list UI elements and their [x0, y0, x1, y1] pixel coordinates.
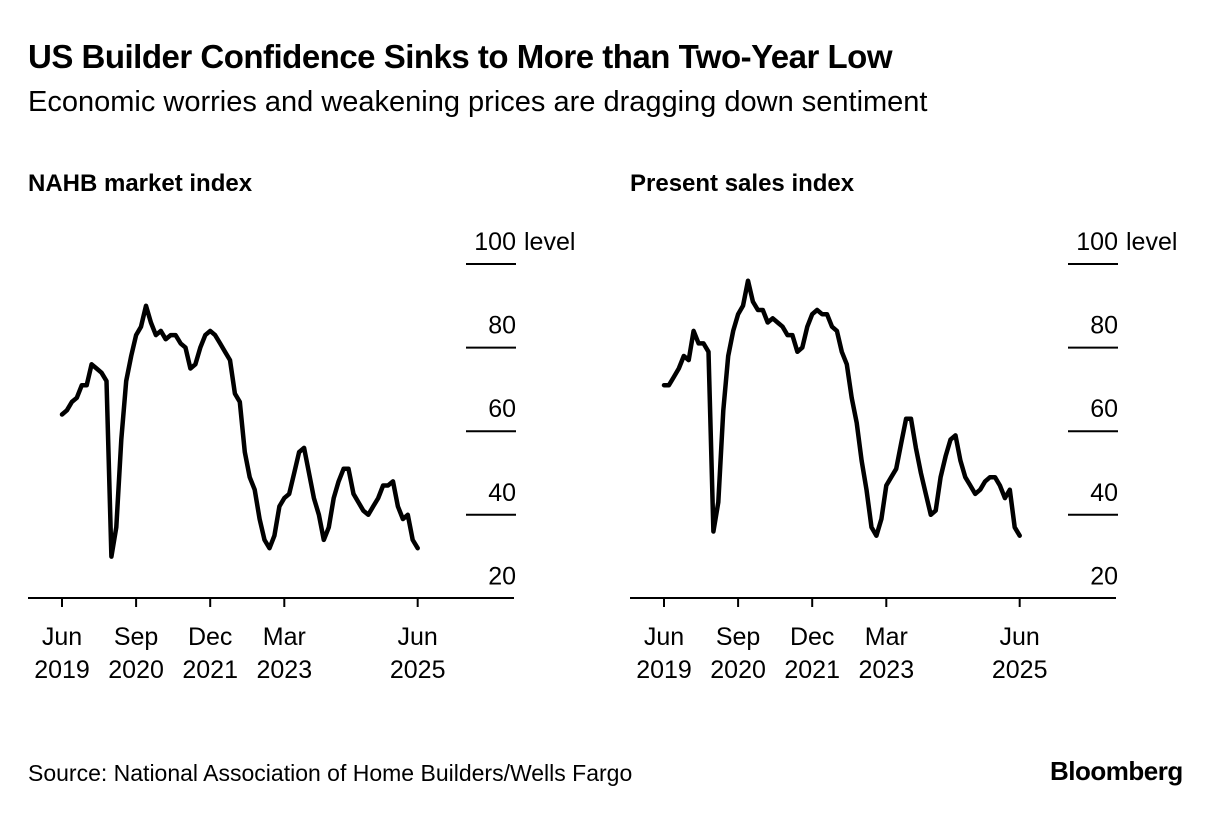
- series-line: [661, 278, 1022, 538]
- x-tick-label-year: 2020: [108, 656, 164, 684]
- present-sales-index-chart: 20 40 60 80 100 level Jun 2019 Sep 2020 Dec 2021 Mar…: [630, 228, 1177, 684]
- y-tick-label: 80: [488, 312, 516, 340]
- x-tick-label-month: Mar: [263, 623, 306, 651]
- x-tick-label-year: 2020: [710, 656, 766, 684]
- x-tick-label-month: Jun: [644, 623, 684, 651]
- y-tick-label: 20: [488, 562, 516, 590]
- bloomberg-logo: Bloomberg: [1050, 756, 1183, 786]
- x-tick-label-month: Jun: [42, 623, 82, 651]
- source-note: Source: National Association of Home Bui…: [28, 760, 633, 786]
- present-sales-index-panel: Present sales index 20 40 60 80 100 level Jun 2…: [602, 160, 1202, 700]
- series-line: [59, 303, 420, 559]
- y-tick-label: 60: [488, 395, 516, 423]
- chart-title: US Builder Confidence Sinks to More than…: [28, 38, 892, 75]
- y-unit-label: level: [1126, 228, 1177, 256]
- y-tick-label: 40: [1090, 479, 1118, 507]
- y-tick-label: 80: [1090, 312, 1118, 340]
- y-tick-label: 20: [1090, 562, 1118, 590]
- y-tick-label: 100: [474, 228, 516, 256]
- x-tick-label-year: 2019: [34, 656, 90, 684]
- nahb-market-index-panel: NAHB market index 20 40 60 80 100 level Jun 201…: [0, 160, 600, 700]
- y-tick-label: 60: [1090, 395, 1118, 423]
- x-tick-label-month: Mar: [865, 623, 908, 651]
- y-unit-label: level: [524, 228, 575, 256]
- x-tick-label-year: 2023: [858, 656, 914, 684]
- panel-title: Present sales index: [630, 170, 855, 197]
- chart-subtitle: Economic worries and weakening prices ar…: [28, 86, 928, 118]
- x-tick-label-year: 2025: [390, 656, 446, 684]
- x-tick-label-year: 2023: [256, 656, 312, 684]
- x-tick-label-year: 2019: [636, 656, 692, 684]
- x-tick-label-month: Dec: [790, 623, 834, 651]
- x-tick-label-year: 2025: [992, 656, 1048, 684]
- panel-title: NAHB market index: [28, 170, 253, 197]
- x-tick-label-year: 2021: [182, 656, 238, 684]
- x-tick-label-year: 2021: [784, 656, 840, 684]
- x-tick-label-month: Jun: [398, 623, 438, 651]
- nahb-market-index-chart: 20 40 60 80 100 level Jun 2019 Sep 2020 Dec 2021 Mar…: [28, 228, 575, 684]
- x-tick-label-month: Dec: [188, 623, 232, 651]
- x-tick-label-month: Sep: [114, 623, 158, 651]
- x-tick-label-month: Sep: [716, 623, 760, 651]
- y-tick-label: 100: [1076, 228, 1118, 256]
- x-tick-label-month: Jun: [1000, 623, 1040, 651]
- y-tick-label: 40: [488, 479, 516, 507]
